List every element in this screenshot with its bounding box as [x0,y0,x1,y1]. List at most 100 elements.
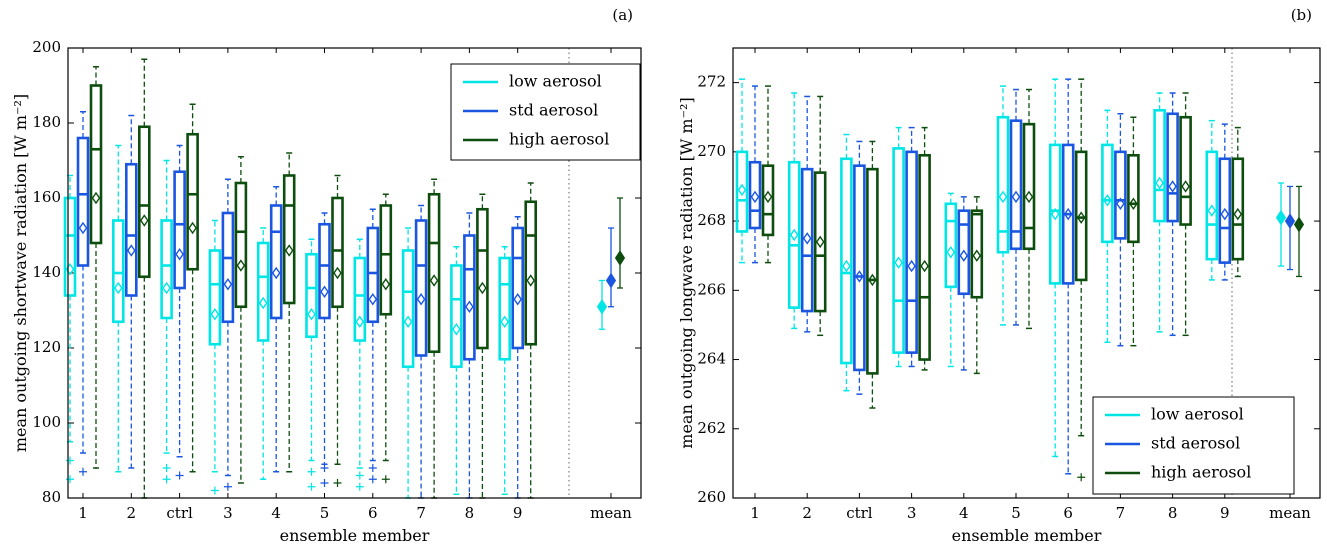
box-iqr [463,234,476,361]
box-mean-marker [1024,190,1034,204]
box-high-aerosol [970,196,984,375]
box-mean-marker [1129,197,1138,210]
box-iqr [414,219,428,357]
box-iqr [524,200,538,346]
box-iqr [1205,150,1219,261]
box-high-aerosol [918,126,931,371]
box-mean-marker [368,293,378,306]
box-mean-marker [320,285,329,298]
box-low-aerosol [892,126,905,368]
outlier-marker [162,464,171,472]
y-tick-label: 140 [32,263,61,281]
box-mean-marker [815,235,825,249]
box-mean-marker [271,266,281,280]
box-iqr [1231,157,1245,261]
x-tick-label: 1 [78,504,88,522]
box-iqr [125,162,138,297]
legend-label: std aerosol [1151,434,1240,453]
y-tick-label: 180 [32,113,61,131]
outlier-marker [368,464,377,472]
box-iqr [1166,112,1179,223]
box-mean-marker [802,232,812,245]
box-mean-marker [355,315,365,328]
box-iqr [840,157,853,365]
overall-mean-low-aerosol [1275,182,1287,267]
box-std-aerosol [1061,78,1075,475]
box-low-aerosol [305,238,318,491]
box-high-aerosol [866,140,879,409]
y-tick-label: 100 [32,413,61,431]
box-mean-marker [188,221,197,235]
box-std-aerosol [1114,113,1127,347]
box-high-aerosol [379,193,393,484]
box-high-aerosol [1074,78,1088,482]
outlier-marker [223,482,232,491]
x-tick-label-mean: mean [590,504,632,522]
legend-label: high aerosol [1151,463,1251,482]
box-mean-marker [416,293,426,306]
box-mean-marker [1011,190,1021,204]
box-iqr [476,207,489,350]
box-iqr [761,164,775,237]
legend-box [1092,396,1295,495]
box-mean-marker [1168,180,1177,193]
box-high-aerosol [1022,88,1036,330]
box-low-aerosol [498,246,512,495]
overall-mean-marker [1293,216,1305,233]
box-mean-marker [972,249,982,262]
box-std-aerosol [511,216,525,499]
y-axis-label: mean outgoing longwave radiation [W m⁻²] [677,97,696,448]
box-std-aerosol [853,140,866,395]
box-mean-marker [737,183,747,197]
x-tick-label: 4 [959,504,969,522]
box-std-aerosol [463,212,476,499]
box-low-aerosol [735,78,749,264]
box-iqr [1101,143,1114,244]
outlier-marker [320,479,329,487]
y-tick-label: 200 [32,38,61,56]
box-mean-marker [1155,176,1164,190]
box-iqr [735,150,749,233]
box-std-aerosol [1009,88,1023,326]
overall-mean-high-aerosol [1293,185,1305,278]
box-mean-marker [403,315,413,328]
outlier-marker [320,464,329,472]
box-std-aerosol [221,178,235,491]
box-mean-marker [789,228,799,242]
x-tick-label: 5 [320,504,330,522]
box-high-aerosol [813,95,827,337]
legend-label: high aerosol [509,130,609,149]
box-low-aerosol [1153,92,1166,333]
box-std-aerosol [957,196,971,371]
box-mean-marker [113,281,123,295]
box-std-aerosol [366,208,380,484]
box-iqr [892,147,905,354]
x-tick-label: 8 [465,504,475,522]
x-tick-label: 4 [271,504,281,522]
box-iqr [427,192,441,354]
box-mean-marker [333,266,342,280]
box-mean-marker [126,244,136,257]
x-tick-label: 1 [750,504,760,522]
box-mean-marker [763,190,773,204]
y-tick-label: 264 [697,350,726,368]
box-iqr [160,219,173,320]
overall-mean-marker [1284,213,1296,230]
outlier-marker [66,456,74,465]
box-iqr [401,249,415,369]
box-iqr [918,154,931,361]
box-iqr [173,170,186,290]
plot-frame [67,47,642,499]
box-high-aerosol [138,58,151,499]
box-std-aerosol [1218,123,1232,281]
box-iqr [511,226,525,350]
y-tick-label: 260 [697,488,726,506]
y-tick-label: 120 [32,338,61,356]
box-low-aerosol [840,133,853,392]
box-iqr [498,256,512,361]
box-mean-marker [381,278,391,291]
box-std-aerosol [76,111,90,476]
box-mean-marker [1181,180,1190,193]
box-iqr [866,167,879,375]
outlier-marker [175,471,184,480]
